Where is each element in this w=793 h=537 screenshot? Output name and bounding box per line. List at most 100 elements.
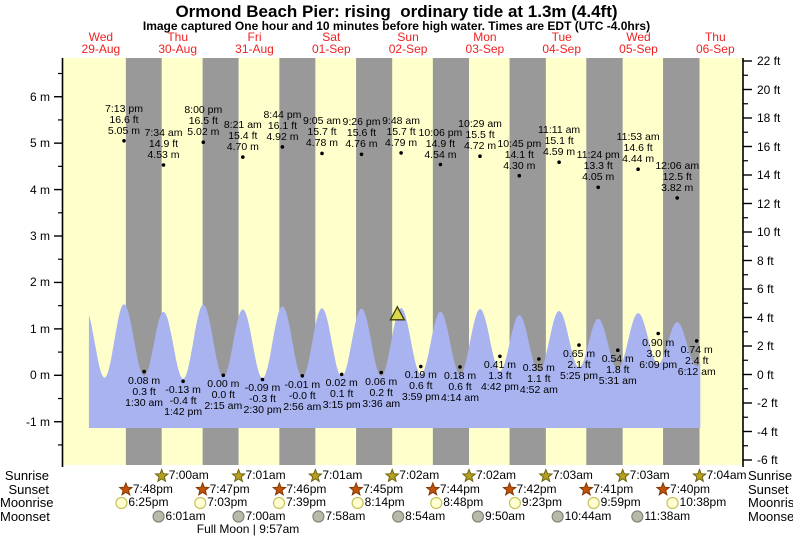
low-tide-annotation: 0.08 m 0.3 ft 1:30 am — [125, 375, 164, 409]
annotation-line: 14.6 ft — [623, 142, 653, 155]
low-tide-annotation: 0.90 m 3.0 ft 6:09 pm — [639, 336, 677, 371]
moonset-time: 11:38am — [644, 508, 691, 523]
chart-subtitle: Image captured One hour and 10 minutes b… — [142, 19, 651, 33]
day-name: Fri — [247, 30, 262, 44]
moonrise-icon — [666, 496, 679, 510]
high-tide-dot — [557, 160, 561, 164]
annotation-line: 2.4 ft — [685, 354, 709, 367]
y-tick-label-ft: 16 ft — [757, 139, 781, 154]
sunset-time: 7:47pm — [209, 481, 250, 496]
low-tide-dot — [300, 374, 305, 378]
sunrise-time: 7:00am — [168, 468, 209, 482]
annotation-line: 1.8 ft — [606, 364, 630, 377]
y-tick-label-m: 5 m — [29, 136, 50, 151]
sunrise-time: 7:03am — [629, 468, 670, 482]
high-tide-annotation: 11:53 am 14.6 ft 4.44 m — [617, 132, 660, 165]
annotation-line: 12.5 ft — [662, 170, 692, 183]
annotation-line: 1:30 am — [125, 396, 164, 409]
annotation-line: 2:56 am — [283, 400, 322, 413]
annotation-line: 0.90 m — [642, 336, 675, 349]
y-tick-label-m: 2 m — [29, 275, 50, 290]
annotation-line: 0.2 ft — [369, 386, 393, 399]
high-tide-annotation: 11:24 pm 13.3 ft 4.05 m — [577, 150, 620, 183]
annotation-line: 0.19 m — [404, 369, 437, 382]
moonset-time: 7:00am — [245, 508, 286, 523]
y-tick-label-m: 4 m — [29, 182, 50, 197]
day-name: Thu — [167, 30, 189, 44]
annotation-line: 4:52 am — [519, 384, 558, 397]
annotation-line: 3:36 am — [362, 397, 401, 410]
high-tide-annotation: 10:45 pm 14.1 ft 4.30 m — [497, 137, 542, 172]
y-tick-label-ft: 10 ft — [757, 225, 781, 239]
annotation-line: 9:05 am — [302, 115, 341, 128]
high-tide-dot — [636, 167, 640, 171]
annotation-line: 0.06 m — [365, 375, 398, 388]
day-name: Thu — [704, 30, 726, 44]
low-tide-dot — [694, 339, 699, 343]
full-moon-label: Full Moon | 9:57am — [196, 522, 300, 536]
row-label-moonset-right: Moonset — [748, 508, 793, 524]
moonrise-time: 8:14pm — [364, 495, 405, 509]
day-name: Tue — [551, 30, 572, 44]
high-tide-annotation: 8:44 pm 16.1 ft 4.92 m — [263, 108, 302, 143]
sunrise-icon — [461, 468, 477, 483]
day-date: 05-Sep — [619, 42, 658, 56]
sunrise-time: 7:01am — [322, 468, 363, 482]
moonrise-time: 9:59pm — [600, 495, 641, 509]
annotation-line: 0.35 m — [522, 362, 555, 375]
annotation-line: 13.3 ft — [583, 160, 613, 173]
right-axis-ticks — [743, 60, 752, 461]
sunset-icon — [271, 481, 287, 496]
annotation-line: 4.76 m — [345, 138, 378, 151]
annotation-line: 15.4 ft — [228, 130, 258, 143]
y-tick-label-ft: -6 ft — [757, 453, 778, 467]
annotation-line: 0.74 m — [680, 343, 713, 356]
high-tide-dot — [122, 139, 126, 143]
day-date: 03-Sep — [465, 42, 505, 56]
annotation-line: 4.44 m — [622, 153, 655, 166]
high-tide-annotation: 11:11 am 15.1 ft 4.59 m — [538, 125, 580, 158]
high-tide-annotation: 10:06 pm 14.9 ft 4.54 m — [418, 126, 463, 161]
day-date: 06-Sep — [695, 42, 735, 56]
moonset-time: 7:58am — [325, 508, 366, 523]
high-tide-dot — [517, 173, 522, 178]
day-label: Wed 05-Sep — [619, 31, 658, 55]
annotation-line: 10:29 am — [458, 118, 502, 131]
low-tide-annotation: 0.41 m 1.3 ft 4:42 pm — [481, 360, 519, 393]
low-tide-dot — [537, 357, 541, 361]
y-tick-label-ft: 6 ft — [757, 282, 774, 296]
annotation-line: 4.70 m — [226, 141, 259, 154]
low-tide-annotation: 0.18 m 0.6 ft 4:14 am — [441, 370, 479, 404]
low-tide-annotation: 0.06 m 0.2 ft 3:36 am — [362, 375, 401, 410]
day-label: Sat 01-Sep — [312, 31, 351, 55]
annotation-line: 8:44 pm — [263, 108, 302, 121]
moonset-time: 6:01am — [165, 508, 206, 523]
annotation-line: 8:21 am — [223, 119, 262, 132]
annotation-line: 10:06 pm — [418, 126, 463, 139]
day-date: 04-Sep — [542, 42, 582, 56]
high-tide-dot — [675, 196, 679, 200]
annotation-line: 2:15 am — [204, 400, 243, 413]
annotation-line: 14.9 ft — [148, 137, 179, 150]
row-label-sunrise-left: Sunrise — [4, 468, 49, 483]
high-tide-dot — [280, 145, 285, 149]
high-tide-annotation: 8:00 pm 16.5 ft 5.02 m — [184, 105, 222, 138]
tide-event-dots — [122, 139, 699, 384]
annotation-line: 14.9 ft — [425, 137, 455, 150]
row-label-moonset-left: Moonset — [0, 508, 50, 524]
day-label: Tue 04-Sep — [542, 31, 581, 55]
current-tide-marker-icon — [389, 305, 406, 321]
annotation-line: 4:42 pm — [480, 381, 519, 394]
y-tick-label-ft: 8 ft — [757, 253, 774, 268]
sunset-time: 7:40pm — [670, 481, 711, 496]
y-tick-label-m: 0 m — [29, 368, 50, 383]
sunrise-icon — [154, 468, 170, 483]
annotation-line: 10:45 pm — [497, 137, 542, 150]
moonrise-time: 10:38pm — [679, 495, 727, 509]
low-tide-dot — [379, 370, 384, 375]
low-tide-dot — [221, 373, 226, 378]
low-tide-annotation: 0.02 m 0.1 ft 3:15 pm — [323, 378, 361, 411]
sunset-time: 7:44pm — [439, 481, 480, 496]
annotation-line: 11:24 pm — [576, 149, 620, 162]
